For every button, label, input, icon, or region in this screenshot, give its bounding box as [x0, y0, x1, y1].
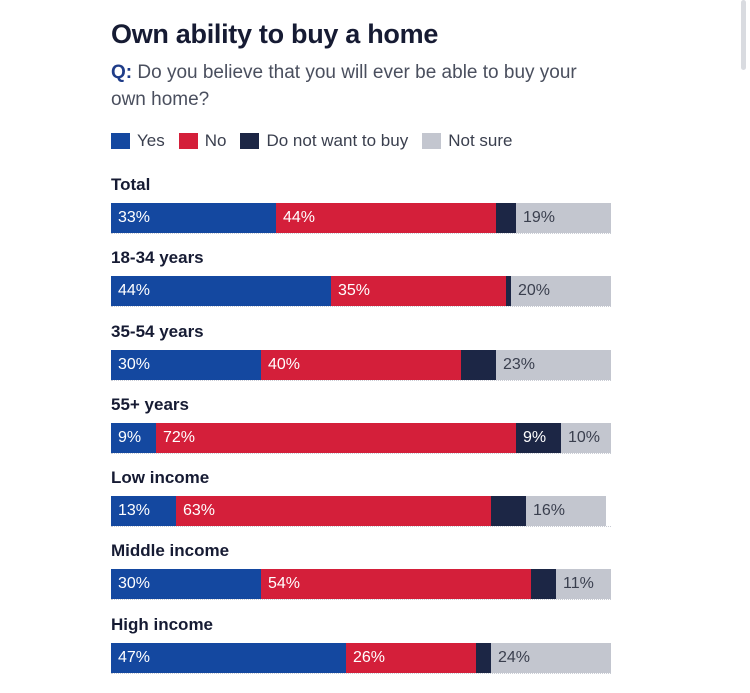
- bar-group-18-34-years: 18-34 years 44% 35% 20%: [111, 246, 611, 319]
- bar-segment-do-not-want-to-buy: [531, 569, 556, 600]
- legend-item-do-not-want: Do not want to buy: [240, 131, 408, 151]
- bar-segment-yes: 9%: [111, 422, 156, 453]
- bar-segment-not-sure: 24%: [491, 642, 611, 673]
- bar-segment-not-sure: 19%: [516, 203, 611, 233]
- legend-label-yes: Yes: [137, 131, 165, 150]
- not-sure-swatch-icon: [422, 133, 442, 149]
- data-label: 11%: [563, 575, 594, 593]
- bar-segment-no: 40%: [261, 349, 461, 380]
- data-label: 16%: [533, 502, 566, 520]
- data-label: 40%: [268, 355, 301, 373]
- data-label: 44%: [283, 209, 316, 226]
- bar-segment-not-sure: 10%: [561, 422, 611, 453]
- yes-swatch-icon: [111, 133, 130, 149]
- legend: Yes No Do not want to buy Not sure: [111, 130, 631, 152]
- bar-segment-yes: 30%: [111, 569, 261, 600]
- do-not-want-swatch-icon: [240, 133, 260, 149]
- bar-segment-yes: 33%: [111, 203, 276, 233]
- data-label: 9%: [523, 428, 547, 446]
- bar-segment-do-not-want-to-buy: [476, 642, 491, 673]
- bar-segment-yes: 30%: [111, 349, 261, 380]
- data-label: 63%: [183, 502, 216, 520]
- bar-segment-not-sure: 16%: [526, 496, 606, 527]
- data-label: 44%: [118, 282, 151, 300]
- bar-group-35-54-years: 35-54 years 30% 40% 23%: [111, 320, 611, 393]
- legend-label-do-not-want: Do not want to buy: [266, 131, 409, 150]
- data-label: 26%: [353, 648, 386, 666]
- no-swatch-icon: [178, 133, 198, 149]
- bar-segment-not-sure: 23%: [496, 349, 611, 380]
- bar-segment-yes: 47%: [111, 642, 346, 673]
- bar-segment-no: 54%: [261, 569, 531, 600]
- category-label: 18-34 years: [111, 248, 204, 268]
- stacked-bar: 33% 44% 19%: [111, 203, 611, 234]
- bar-segment-do-not-want-to-buy: [506, 276, 511, 307]
- bar-group-total: Total 33% 44% 19%: [111, 173, 611, 246]
- bar-segment-no: 44%: [276, 203, 496, 233]
- data-label: 23%: [503, 355, 536, 373]
- stacked-bar: 30% 54% 11%: [111, 569, 611, 601]
- bar-segment-do-not-want-to-buy: [496, 203, 516, 233]
- data-label: 13%: [118, 502, 151, 520]
- question-text: Do you believe that you will ever be abl…: [111, 62, 577, 110]
- category-label: High income: [111, 614, 214, 634]
- data-label: 24%: [498, 648, 531, 666]
- data-label: 30%: [118, 575, 151, 593]
- bar-segment-do-not-want-to-buy: [491, 496, 526, 527]
- survey-question: Q: Do you believe that you will ever be …: [111, 59, 591, 113]
- bar-segment-yes: 13%: [111, 496, 176, 527]
- data-label: 33%: [118, 209, 151, 226]
- legend-label-no: No: [204, 131, 227, 150]
- bar-segment-no: 26%: [346, 642, 476, 673]
- stacked-bar: 47% 26% 24%: [111, 642, 611, 674]
- bar-segment-no: 63%: [176, 496, 491, 527]
- stacked-bar: 44% 35% 20%: [111, 276, 611, 308]
- scrollbar[interactable]: [741, 0, 746, 70]
- category-label: 55+ years: [111, 394, 189, 414]
- stacked-bar: 13% 63% 16%: [111, 496, 611, 528]
- bar-segment-not-sure: 20%: [511, 276, 611, 307]
- data-label: 19%: [523, 209, 556, 226]
- data-label: 72%: [163, 428, 196, 446]
- category-label: Middle income: [111, 541, 230, 561]
- data-label: 10%: [568, 428, 601, 446]
- stacked-bar: 9% 72% 9% 10%: [111, 422, 611, 454]
- stacked-bar: 30% 40% 23%: [111, 349, 611, 381]
- data-label: 9%: [118, 428, 142, 446]
- legend-label-not-sure: Not sure: [448, 131, 513, 150]
- legend-item-not-sure: Not sure: [422, 131, 512, 151]
- category-label: Total: [111, 175, 151, 194]
- data-label: 54%: [268, 575, 301, 593]
- bar-segment-yes: 44%: [111, 276, 331, 307]
- category-label: Low income: [111, 468, 210, 488]
- question-prefix: Q:: [111, 62, 133, 83]
- bar-segment-no: 72%: [156, 422, 516, 453]
- data-label: 35%: [338, 282, 371, 300]
- bar-group-55-years: 55+ years 9% 72% 9% 10%: [111, 393, 611, 466]
- bar-group-middle-income: Middle income 30% 54% 11%: [111, 539, 611, 612]
- legend-item-yes: Yes: [111, 131, 165, 151]
- bar-segment-do-not-want-to-buy: 9%: [516, 422, 561, 453]
- bar-segment-not-sure: 11%: [556, 569, 611, 600]
- stacked-bar-chart: Total 33% 44% 19% 18-34 years 44% 35% 20% 35-54 …: [111, 173, 611, 686]
- data-label: 20%: [518, 282, 551, 300]
- data-label: 47%: [118, 648, 151, 666]
- legend-item-no: No: [178, 131, 227, 151]
- bar-group-high-income: High income 47% 26% 24%: [111, 613, 611, 686]
- bar-group-low-income: Low income 13% 63% 16%: [111, 466, 611, 539]
- chart-header: Own ability to buy a home Q: Do you beli…: [111, 18, 631, 152]
- bar-segment-no: 35%: [331, 276, 506, 307]
- chart-title: Own ability to buy a home: [111, 19, 439, 49]
- data-label: 30%: [118, 355, 151, 373]
- category-label: 35-54 years: [111, 321, 204, 341]
- bar-segment-do-not-want-to-buy: [461, 349, 496, 380]
